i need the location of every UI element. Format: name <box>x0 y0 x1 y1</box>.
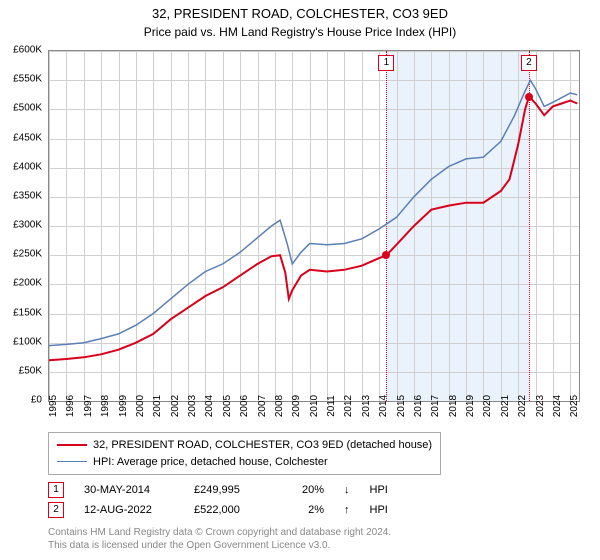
y-axis-label: £150K <box>13 307 42 318</box>
y-axis-label: £400K <box>13 161 42 172</box>
legend-item-property: 32, PRESIDENT ROAD, COLCHESTER, CO3 9ED … <box>57 437 432 454</box>
y-axis-label: £600K <box>13 45 42 56</box>
legend: 32, PRESIDENT ROAD, COLCHESTER, CO3 9ED … <box>48 432 441 475</box>
transaction-date: 30-MAY-2014 <box>84 484 174 496</box>
y-axis-label: £100K <box>13 336 42 347</box>
transaction-date: 12-AUG-2022 <box>84 504 174 516</box>
transaction-marker-1: 1 <box>48 482 64 498</box>
y-axis-label: £0 <box>31 395 42 406</box>
series-hpi <box>49 80 577 345</box>
transaction-row: 1 30-MAY-2014 £249,995 20% ↓ HPI <box>48 480 388 500</box>
footer: Contains HM Land Registry data © Crown c… <box>48 526 391 552</box>
line-canvas <box>49 51 579 401</box>
y-axis-label: £550K <box>13 74 42 85</box>
transaction-dot <box>382 251 390 259</box>
transaction-pct: 20% <box>294 484 324 496</box>
plot-region: 12 <box>48 50 580 402</box>
legend-label-property: 32, PRESIDENT ROAD, COLCHESTER, CO3 9ED … <box>93 437 432 454</box>
y-axis-label: £50K <box>19 365 42 376</box>
reference-marker-box: 2 <box>521 55 537 71</box>
transaction-arrow: ↑ <box>344 504 350 516</box>
y-axis-label: £350K <box>13 190 42 201</box>
y-axis-label: £200K <box>13 278 42 289</box>
legend-item-hpi: HPI: Average price, detached house, Colc… <box>57 454 432 471</box>
footer-line2: This data is licensed under the Open Gov… <box>48 539 391 552</box>
transaction-pct: 2% <box>294 504 324 516</box>
y-axis-label: £250K <box>13 249 42 260</box>
transaction-arrow: ↓ <box>344 484 350 496</box>
transaction-price: £249,995 <box>194 484 274 496</box>
chart-container: 32, PRESIDENT ROAD, COLCHESTER, CO3 9ED … <box>0 0 600 560</box>
chart-area: 12 £0£50K£100K£150K£200K£250K£300K£350K£… <box>48 50 578 400</box>
series-property <box>49 97 577 361</box>
chart-subtitle: Price paid vs. HM Land Registry's House … <box>0 23 600 39</box>
transaction-vs: HPI <box>370 484 388 496</box>
legend-swatch-property <box>57 444 87 446</box>
y-axis-label: £450K <box>13 132 42 143</box>
y-axis-label: £500K <box>13 103 42 114</box>
legend-label-hpi: HPI: Average price, detached house, Colc… <box>93 454 328 471</box>
chart-title: 32, PRESIDENT ROAD, COLCHESTER, CO3 9ED <box>0 0 600 23</box>
transaction-table: 1 30-MAY-2014 £249,995 20% ↓ HPI 2 12-AU… <box>48 480 388 520</box>
transaction-marker-2: 2 <box>48 502 64 518</box>
reference-marker-box: 1 <box>378 55 394 71</box>
transaction-vs: HPI <box>370 504 388 516</box>
transaction-price: £522,000 <box>194 504 274 516</box>
footer-line1: Contains HM Land Registry data © Crown c… <box>48 526 391 539</box>
transaction-dot <box>525 93 533 101</box>
legend-swatch-hpi <box>57 461 87 462</box>
y-axis-label: £300K <box>13 220 42 231</box>
transaction-row: 2 12-AUG-2022 £522,000 2% ↑ HPI <box>48 500 388 520</box>
